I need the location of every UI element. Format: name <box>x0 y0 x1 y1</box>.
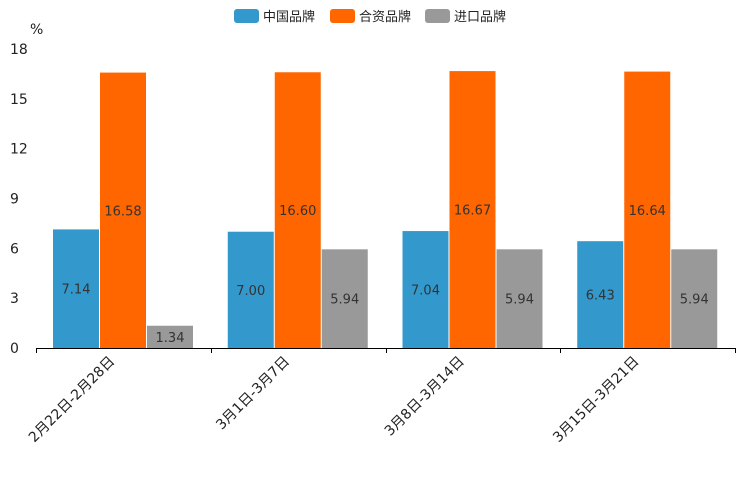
data-label: 5.94 <box>505 293 534 308</box>
data-label: 7.14 <box>62 283 91 298</box>
bar[interactable] <box>577 241 624 348</box>
data-label: 7.04 <box>411 284 440 299</box>
legend-swatch <box>425 9 450 23</box>
legend: 中国品牌 合资品牌 进口品牌 <box>234 9 506 25</box>
bar[interactable] <box>53 229 99 348</box>
bar[interactable] <box>274 72 321 348</box>
legend-label: 进口品牌 <box>454 9 506 25</box>
y-tick-label: 0 <box>10 341 19 357</box>
legend-label: 中国品牌 <box>263 9 315 25</box>
legend-item[interactable]: 合资品牌 <box>330 9 411 25</box>
x-tick-label: 3月15日-3月21日 <box>550 354 642 446</box>
x-tick-label: 3月8日-3月14日 <box>382 354 468 440</box>
data-label: 16.64 <box>629 204 666 219</box>
data-label: 16.60 <box>279 204 316 219</box>
data-label: 5.94 <box>680 293 709 308</box>
bar[interactable] <box>402 231 449 348</box>
legend-label: 合资品牌 <box>359 9 411 25</box>
y-axis: 0 3 6 9 12 15 18 <box>10 42 28 357</box>
bar[interactable] <box>449 71 496 349</box>
bar[interactable] <box>321 249 368 348</box>
bar[interactable] <box>496 249 543 348</box>
data-label: 16.67 <box>454 204 491 219</box>
y-tick-label: 6 <box>10 241 19 257</box>
y-tick-label: 3 <box>10 291 19 307</box>
legend-item[interactable]: 中国品牌 <box>234 9 315 25</box>
bar[interactable] <box>671 249 718 348</box>
x-tick-label: 2月22日-2月28日 <box>26 354 118 446</box>
x-tick-label: 3月1日-3月7日 <box>213 354 293 434</box>
bar[interactable] <box>624 71 671 348</box>
legend-swatch <box>234 9 259 23</box>
y-tick-label: 9 <box>10 192 19 208</box>
legend-swatch <box>330 9 355 23</box>
bar[interactable] <box>100 72 146 349</box>
x-axis: 2月22日-2月28日 3月1日-3月7日 3月8日-3月14日 3月15日-3月21… <box>26 348 736 446</box>
data-label: 5.94 <box>330 293 359 308</box>
bar[interactable] <box>147 325 193 348</box>
y-tick-label: 18 <box>10 42 28 58</box>
data-label: 7.00 <box>236 284 265 299</box>
y-tick-label: 15 <box>10 92 28 108</box>
y-tick-label: 12 <box>10 142 28 158</box>
data-label: 1.34 <box>156 331 185 346</box>
data-label: 6.43 <box>586 289 615 304</box>
legend-item[interactable]: 进口品牌 <box>425 9 506 25</box>
bars: 7.14 16.58 1.34 7.00 16.60 5.94 7.04 16.67 5.94 6… <box>53 71 718 349</box>
bar[interactable] <box>227 231 274 348</box>
y-axis-unit-label: % <box>30 22 43 38</box>
data-label: 16.58 <box>104 204 141 219</box>
